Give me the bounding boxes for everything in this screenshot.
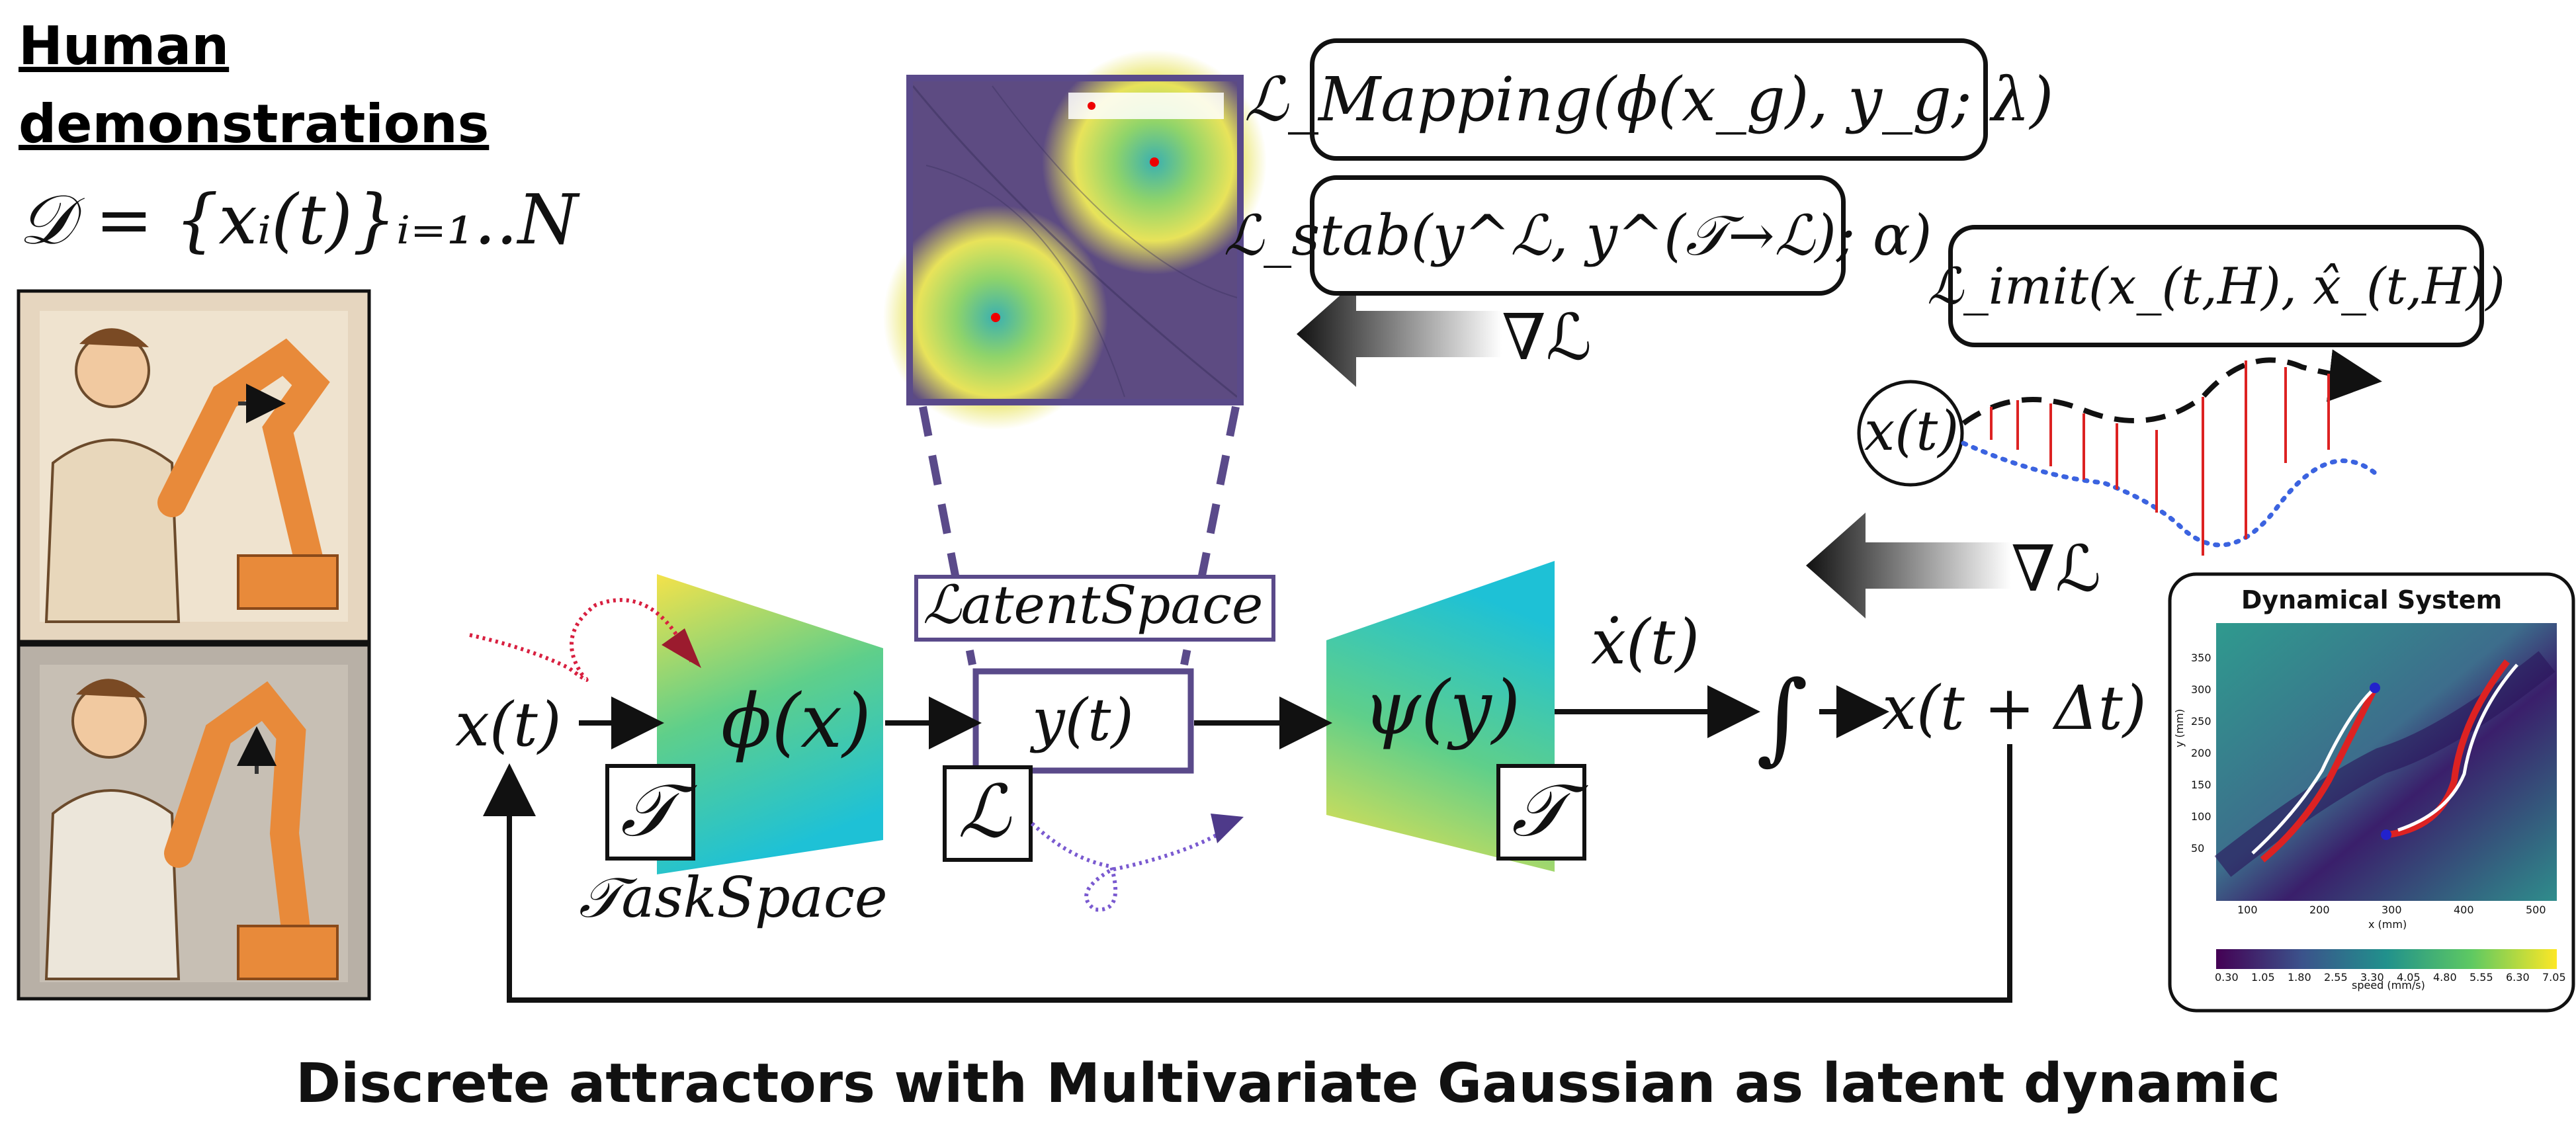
inset-ytick: 50	[2191, 842, 2205, 855]
header-line2: demonstrations	[19, 93, 490, 155]
imit-x-label: x(t)	[1864, 400, 1959, 463]
curl-arrowhead-red	[662, 628, 701, 668]
latent-y: y(t)	[1032, 686, 1134, 754]
task-symbol-left: 𝒯	[621, 768, 677, 853]
colorbar-tick: 3.30	[2360, 971, 2384, 984]
colorbar-tick: 0.30	[2215, 971, 2239, 984]
inset-ytick: 350	[2191, 652, 2211, 664]
grad-arrow-upper	[1297, 281, 1502, 387]
latent-symbol-frame	[943, 765, 1033, 862]
task-symbol-right: 𝒯	[1512, 768, 1568, 853]
task-symbol-frame-right	[1496, 764, 1586, 861]
colorbar-tick: 1.80	[2288, 971, 2311, 984]
inset-plot	[2168, 572, 2575, 1013]
dataset-formula: 𝒟 = {xᵢ(t)}ᵢ₌₁..N	[19, 179, 578, 260]
xdot-label: ẋ(t)	[1591, 607, 1700, 679]
trajectory-demo	[1961, 349, 2382, 426]
imit-x-circle	[1857, 380, 1964, 487]
inset-xlabel: x (mm)	[2368, 918, 2407, 931]
inset-xtick: 200	[2309, 904, 2330, 916]
loss-mapping-box: ℒ_Mapping(ϕ(x_g), y_g; λ)	[1244, 38, 2053, 161]
loss-stab-box: ℒ_stab(y^ℒ, y^(𝒯→ℒ); α)	[1224, 175, 1932, 296]
latent-space-label: ℒatentSpace	[923, 574, 1264, 636]
inset-xtick: 300	[2382, 904, 2402, 916]
colorbar-tick: 5.55	[2469, 971, 2493, 984]
grad-arrow-lower	[1806, 513, 2011, 618]
colorbar-label: speed (mm/s)	[2352, 979, 2425, 991]
inset-ytick: 200	[2191, 747, 2211, 759]
inset-ytick: 100	[2191, 810, 2211, 823]
encoder-shape	[657, 574, 883, 874]
colorbar-tick: 4.80	[2433, 971, 2457, 984]
grad-label-lower: ∇ℒ	[2011, 532, 2102, 606]
encoder-label: ϕ(x)	[721, 679, 871, 765]
grad-label-upper: ∇ℒ	[1502, 300, 1592, 374]
colorbar-tick: 1.05	[2251, 971, 2275, 984]
inset-ylabel: y (mm)	[2173, 708, 2186, 747]
latent-heatmap	[883, 50, 1267, 430]
inset-xtick: 500	[2526, 904, 2546, 916]
integral-symbol: ∫	[1756, 660, 1809, 775]
inset-ytick: 300	[2191, 683, 2211, 696]
latent-symbol: ℒ	[958, 769, 1011, 854]
task-symbol-frame-left	[605, 764, 695, 861]
latent-box	[972, 668, 1194, 774]
loss-stab: ℒ_stab(y^ℒ, y^(𝒯→ℒ); α)	[1223, 203, 1932, 268]
figure-caption: Discrete attractors with Multivariate Ga…	[296, 1052, 2280, 1115]
demo-image-top	[17, 289, 371, 644]
inset-xtick: 400	[2454, 904, 2474, 916]
colorbar-tick: 4.05	[2397, 971, 2421, 984]
decoder-label: ψ(y)	[1363, 665, 1521, 751]
error-arrows	[1990, 360, 2330, 556]
feedback-loop-arrow	[483, 744, 2012, 1003]
inset-ytick: 150	[2191, 779, 2211, 791]
inset-ytick: 250	[2191, 715, 2211, 728]
demo-image-bottom	[17, 643, 371, 1001]
inset-title: Dynamical System	[2241, 585, 2503, 614]
inset-xtick: 100	[2237, 904, 2258, 916]
colorbar-tick: 7.05	[2542, 971, 2566, 984]
loss-imit-box: ℒ_imit(x_(t,H), x̂_(t,H))	[1927, 225, 2505, 347]
curl-arrow-red	[469, 598, 693, 682]
loss-mapping: ℒ_Mapping(ϕ(x_g), y_g; λ)	[1244, 63, 2054, 135]
output-x: x(t + Δt)	[1882, 673, 2147, 743]
colorbar-tick: 6.30	[2506, 971, 2530, 984]
colorbar-tick: 2.55	[2324, 971, 2348, 984]
input-x: x(t)	[455, 689, 562, 760]
curl-arrow-purple	[1030, 821, 1232, 912]
loss-imit: ℒ_imit(x_(t,H), x̂_(t,H))	[1927, 256, 2505, 316]
trajectory-imit	[1961, 441, 2378, 548]
curl-arrowhead-purple	[1211, 814, 1244, 843]
task-space-label: 𝒯askSpace	[579, 865, 888, 930]
header-line1: Human	[19, 15, 230, 77]
latent-space-box	[914, 575, 1275, 642]
